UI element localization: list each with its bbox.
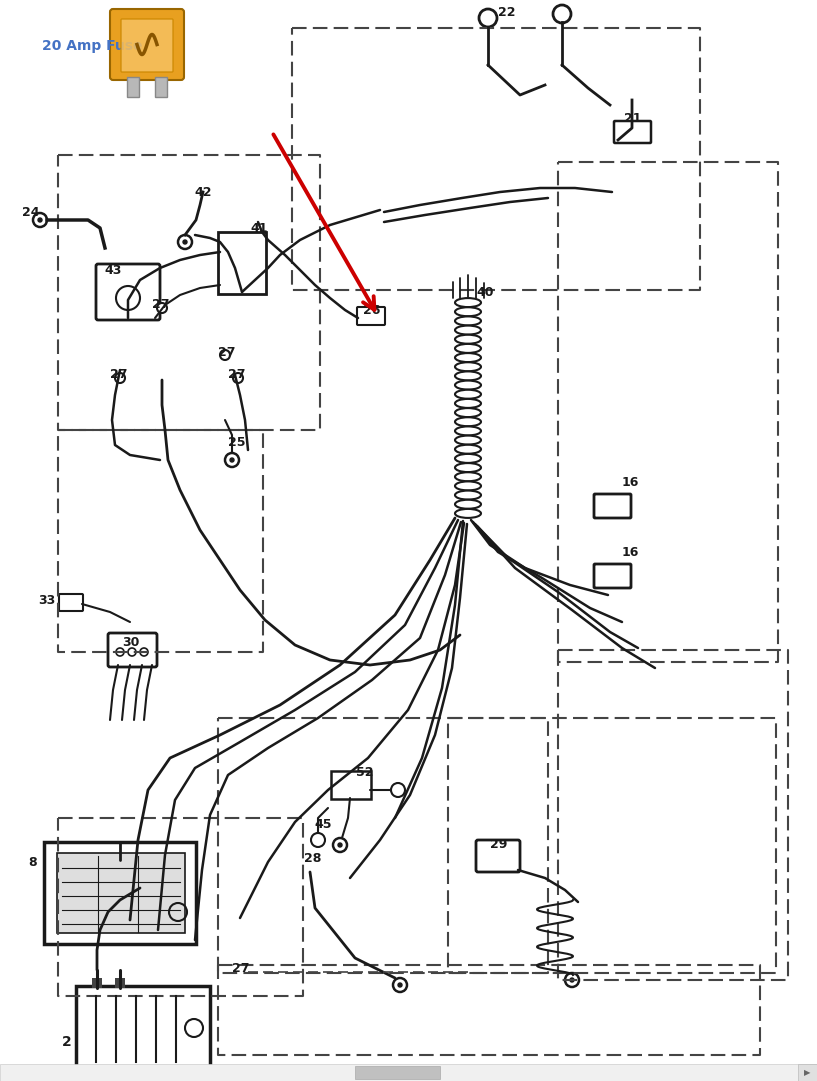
Ellipse shape xyxy=(455,344,481,352)
FancyBboxPatch shape xyxy=(96,264,160,320)
Ellipse shape xyxy=(455,298,481,307)
Circle shape xyxy=(553,5,571,23)
Text: 2: 2 xyxy=(62,1035,72,1049)
FancyBboxPatch shape xyxy=(57,853,185,933)
Ellipse shape xyxy=(455,491,481,499)
Ellipse shape xyxy=(455,499,481,509)
Ellipse shape xyxy=(455,362,481,371)
FancyBboxPatch shape xyxy=(59,593,83,611)
Bar xyxy=(355,1066,440,1079)
Circle shape xyxy=(220,350,230,360)
Ellipse shape xyxy=(455,417,481,426)
Circle shape xyxy=(157,303,167,313)
Ellipse shape xyxy=(455,325,481,335)
Text: 41: 41 xyxy=(250,222,267,235)
Text: 43: 43 xyxy=(104,264,122,277)
Ellipse shape xyxy=(455,509,481,518)
FancyBboxPatch shape xyxy=(476,840,520,872)
FancyBboxPatch shape xyxy=(331,771,371,799)
Ellipse shape xyxy=(455,426,481,436)
Text: 29: 29 xyxy=(490,839,507,852)
Circle shape xyxy=(338,843,342,848)
FancyBboxPatch shape xyxy=(614,121,651,143)
Circle shape xyxy=(479,9,497,27)
Ellipse shape xyxy=(455,454,481,463)
Circle shape xyxy=(38,218,42,222)
Text: 45: 45 xyxy=(314,817,332,830)
FancyBboxPatch shape xyxy=(357,307,385,325)
Bar xyxy=(92,978,102,988)
Text: 16: 16 xyxy=(622,476,640,489)
Circle shape xyxy=(570,978,574,982)
Bar xyxy=(155,77,167,97)
Text: ▶: ▶ xyxy=(804,1068,810,1078)
Text: 21: 21 xyxy=(624,111,641,124)
Ellipse shape xyxy=(455,444,481,454)
FancyBboxPatch shape xyxy=(108,633,157,667)
Text: 16: 16 xyxy=(622,546,640,559)
Text: 27: 27 xyxy=(218,346,235,359)
Ellipse shape xyxy=(455,317,481,325)
Circle shape xyxy=(183,240,187,244)
Ellipse shape xyxy=(455,390,481,399)
FancyBboxPatch shape xyxy=(76,986,210,1070)
Ellipse shape xyxy=(455,335,481,344)
FancyBboxPatch shape xyxy=(121,19,173,72)
Ellipse shape xyxy=(455,436,481,444)
Circle shape xyxy=(233,373,243,383)
FancyBboxPatch shape xyxy=(44,842,196,944)
Ellipse shape xyxy=(455,372,481,381)
Text: 25: 25 xyxy=(228,436,245,449)
Ellipse shape xyxy=(455,481,481,491)
FancyBboxPatch shape xyxy=(110,9,184,80)
Ellipse shape xyxy=(455,472,481,481)
Ellipse shape xyxy=(455,381,481,389)
FancyBboxPatch shape xyxy=(594,564,631,588)
Text: 8: 8 xyxy=(28,855,37,868)
Ellipse shape xyxy=(455,399,481,408)
Bar xyxy=(0,1064,817,1081)
Text: 28: 28 xyxy=(304,852,321,865)
Text: 27: 27 xyxy=(152,298,169,311)
Bar xyxy=(127,77,139,97)
Ellipse shape xyxy=(455,409,481,417)
Circle shape xyxy=(115,373,125,383)
Ellipse shape xyxy=(455,353,481,362)
Text: 52: 52 xyxy=(356,765,373,778)
FancyBboxPatch shape xyxy=(218,232,266,294)
Text: 27: 27 xyxy=(232,961,249,974)
Bar xyxy=(115,978,125,988)
Text: 20 Amp Fuse: 20 Amp Fuse xyxy=(42,39,142,53)
Text: 40: 40 xyxy=(476,285,493,298)
Ellipse shape xyxy=(455,307,481,317)
FancyBboxPatch shape xyxy=(594,494,631,518)
Text: 22: 22 xyxy=(498,5,516,18)
Circle shape xyxy=(398,983,402,987)
Text: 30: 30 xyxy=(122,636,140,649)
Text: 26: 26 xyxy=(363,304,381,317)
Ellipse shape xyxy=(455,463,481,472)
Text: 27: 27 xyxy=(110,369,127,382)
Text: 27: 27 xyxy=(228,369,245,382)
Bar xyxy=(798,1064,817,1081)
Text: 42: 42 xyxy=(194,186,212,199)
Text: 24: 24 xyxy=(22,206,39,219)
Text: 33: 33 xyxy=(38,593,56,606)
Circle shape xyxy=(230,458,234,462)
